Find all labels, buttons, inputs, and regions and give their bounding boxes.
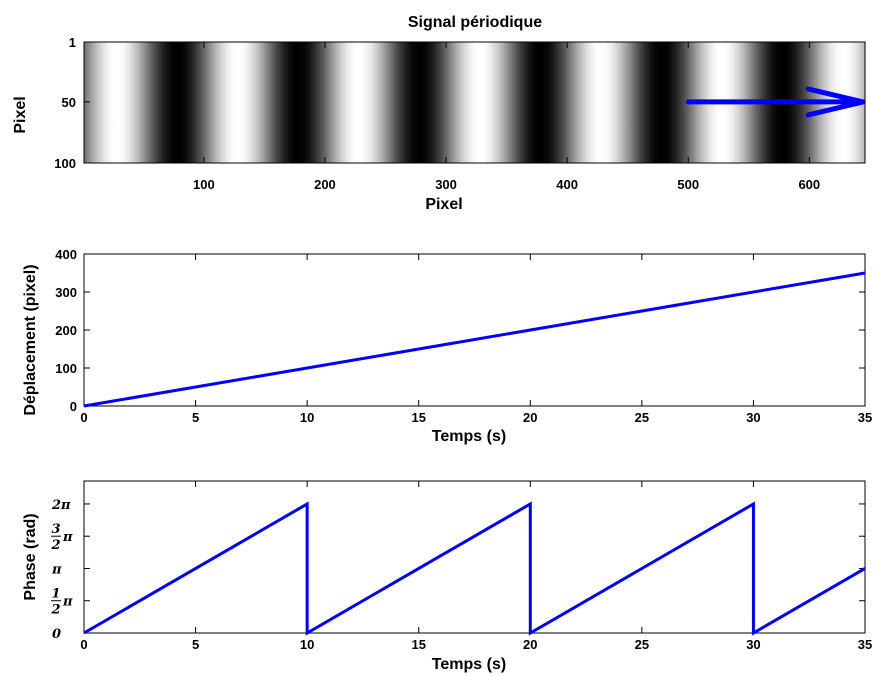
phase-x-axis-label: Temps (s) (432, 656, 506, 673)
x-tick-label: 20 (523, 410, 537, 425)
x-tick-label: 500 (677, 177, 699, 192)
y-tick-label: 0 (70, 399, 77, 414)
x-tick-label: 100 (193, 177, 215, 192)
y-tick-label-denominator: 2 (50, 603, 60, 618)
phase-axis-box (83, 480, 866, 634)
x-tick-label: 400 (556, 177, 578, 192)
x-tick-label: 0 (80, 410, 87, 425)
image-x-axis-label: Pixel (425, 196, 462, 213)
y-tick-label-symbol: π (62, 595, 73, 610)
x-tick-label: 25 (635, 410, 649, 425)
x-tick-label: 35 (858, 637, 872, 652)
y-tick-label: 100 (54, 156, 76, 171)
y-tick-label-numerator: 3 (51, 522, 60, 537)
displacement-axis-box (83, 253, 866, 407)
x-tick-label: 0 (80, 637, 87, 652)
displacement-y-axis-label: Déplacement (pixel) (22, 264, 39, 415)
x-tick-label: 35 (858, 410, 872, 425)
chart-title: Signal périodique (408, 14, 542, 31)
x-tick-label: 10 (300, 637, 314, 652)
displacement-x-axis-label: Temps (s) (432, 428, 506, 445)
image-axis-box (83, 41, 866, 164)
y-tick-label: 50 (62, 95, 76, 110)
panel-displacement: 0 5 10 15 20 25 30 35 0 100 200 300 400 Temps (s) Dé… (22, 247, 872, 445)
x-tick-label: 5 (192, 637, 199, 652)
y-tick-label: 300 (55, 285, 77, 300)
x-tick-label: 15 (411, 410, 425, 425)
x-tick-label: 20 (523, 637, 537, 652)
y-tick-label: 2π (51, 498, 71, 513)
direction-arrow (685, 86, 866, 118)
displacement-ticks: 0 5 10 15 20 25 30 35 0 100 200 300 400 (55, 247, 872, 425)
y-tick-label: 200 (55, 323, 77, 338)
arrow-head (805, 86, 864, 118)
y-tick-label-symbol: π (62, 530, 73, 545)
y-tick-label-denominator: 2 (50, 538, 60, 553)
y-tick-label: 0 (52, 627, 61, 642)
x-tick-label: 15 (411, 637, 425, 652)
y-tick-label: 100 (55, 361, 77, 376)
x-tick-label: 300 (435, 177, 457, 192)
y-tick-label: π (51, 562, 62, 577)
y-tick-label: 400 (55, 247, 77, 262)
panel-signal-image: Signal périodique 100 200 300 400 500 6001501… (12, 14, 866, 213)
x-tick-label: 600 (798, 177, 820, 192)
phase-y-axis-label: Phase (rad) (22, 513, 39, 600)
x-tick-label: 10 (300, 410, 314, 425)
x-tick-label: 30 (746, 410, 760, 425)
y-tick-label: 1 (69, 35, 76, 50)
series-line-phase (83, 501, 866, 636)
x-tick-label: 25 (635, 637, 649, 652)
series-line-displacement (83, 271, 866, 408)
x-tick-label: 200 (314, 177, 336, 192)
y-tick-label-numerator: 1 (51, 587, 60, 602)
image-y-axis-label: Pixel (12, 96, 29, 133)
x-tick-label: 30 (746, 637, 760, 652)
image-ticks: 100 200 300 400 500 600 1 50 100 (54, 35, 865, 192)
x-tick-label: 5 (192, 410, 199, 425)
